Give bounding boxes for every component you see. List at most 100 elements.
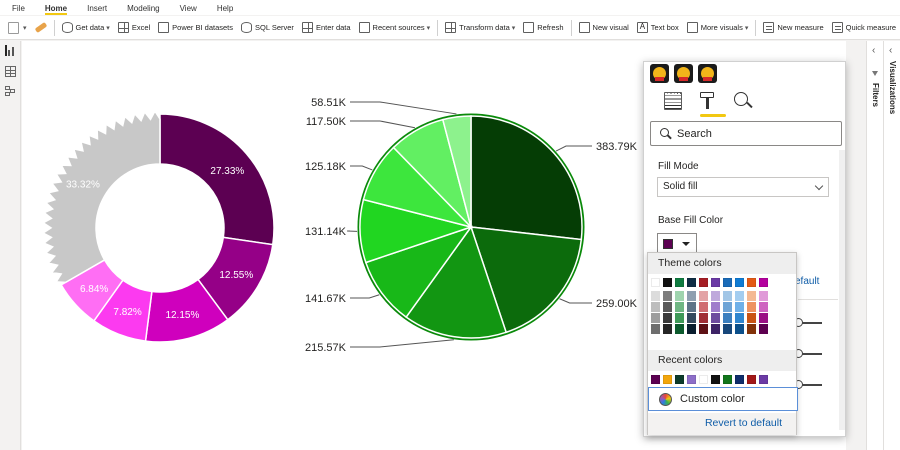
color-swatch[interactable]: [747, 375, 756, 384]
menu-view[interactable]: View: [179, 4, 197, 13]
color-swatch[interactable]: [723, 313, 732, 323]
format-search-input[interactable]: Search: [650, 121, 842, 146]
menu-modeling[interactable]: Modeling: [127, 4, 160, 13]
color-swatch[interactable]: [675, 291, 684, 301]
new-measure-button[interactable]: New measure: [759, 18, 827, 38]
report-view-icon[interactable]: [5, 45, 16, 56]
color-swatch[interactable]: [735, 313, 744, 323]
color-swatch[interactable]: [663, 324, 672, 334]
color-swatch[interactable]: [735, 324, 744, 334]
transform-data-button[interactable]: Transform data ▾: [441, 18, 519, 38]
slider[interactable]: [794, 380, 822, 389]
color-swatch[interactable]: [651, 291, 660, 301]
color-swatch[interactable]: [699, 375, 708, 384]
text-box-button[interactable]: Text box: [633, 18, 683, 38]
color-swatch[interactable]: [663, 375, 672, 384]
menu-file[interactable]: File: [12, 4, 25, 13]
color-swatch[interactable]: [711, 313, 720, 323]
menu-insert[interactable]: Insert: [87, 4, 108, 13]
pie-slice[interactable]: [469, 226, 583, 334]
fill-mode-select[interactable]: Solid fill: [657, 177, 829, 197]
color-swatch[interactable]: [711, 302, 720, 312]
color-swatch[interactable]: [723, 291, 732, 301]
format-paint-roller-icon[interactable]: [697, 90, 719, 112]
color-swatch[interactable]: [723, 375, 732, 384]
color-swatch[interactable]: [747, 313, 756, 323]
color-swatch[interactable]: [759, 302, 768, 312]
color-swatch[interactable]: [759, 324, 768, 334]
slider[interactable]: [794, 349, 822, 358]
excel-button[interactable]: Excel: [114, 18, 154, 38]
base-fill-color-picker[interactable]: [657, 233, 697, 253]
visualizations-pane[interactable]: ‹ Visualizations: [883, 41, 900, 450]
color-swatch[interactable]: [699, 291, 708, 301]
menu-home[interactable]: Home: [44, 4, 68, 15]
sql-server-button[interactable]: SQL Server: [237, 18, 298, 38]
color-swatch[interactable]: [699, 302, 708, 312]
color-swatch[interactable]: [747, 291, 756, 301]
color-swatch[interactable]: [687, 375, 696, 384]
color-swatch[interactable]: [675, 375, 684, 384]
color-swatch[interactable]: [759, 375, 768, 384]
visualizations-label[interactable]: Visualizations: [888, 61, 897, 115]
custom-visual-icon[interactable]: [650, 64, 669, 83]
enter-data-button[interactable]: Enter data: [298, 18, 355, 38]
color-swatch[interactable]: [723, 302, 732, 312]
color-swatch[interactable]: [711, 375, 720, 384]
color-swatch[interactable]: [663, 291, 672, 301]
format-pane-scrollbar[interactable]: [839, 150, 845, 430]
revert-to-default-link[interactable]: efault: [795, 276, 820, 287]
color-swatch[interactable]: [759, 291, 768, 301]
color-swatch[interactable]: [699, 324, 708, 334]
refresh-button[interactable]: Refresh: [519, 18, 567, 38]
custom-color-button[interactable]: Custom color: [648, 387, 798, 411]
color-swatch[interactable]: [651, 324, 660, 334]
format-painter-button[interactable]: [31, 18, 51, 38]
color-swatch[interactable]: [699, 313, 708, 323]
filters-label[interactable]: Filters: [871, 83, 880, 108]
color-swatch[interactable]: [747, 324, 756, 334]
donut-chart[interactable]: 27.33% 12.55% 12.15% 7.82% 6.84% 33.32%: [22, 41, 322, 371]
data-view-icon[interactable]: [5, 66, 16, 77]
color-swatch[interactable]: [735, 291, 744, 301]
color-swatch[interactable]: [687, 324, 696, 334]
custom-visual-icon[interactable]: [674, 64, 693, 83]
color-swatch[interactable]: [711, 324, 720, 334]
recent-sources-button[interactable]: Recent sources ▾: [355, 18, 435, 38]
color-swatch[interactable]: [747, 278, 756, 287]
menu-help[interactable]: Help: [216, 4, 234, 13]
color-swatch[interactable]: [735, 278, 744, 287]
model-view-icon[interactable]: [5, 86, 16, 97]
color-swatch[interactable]: [723, 324, 732, 334]
color-swatch[interactable]: [663, 302, 672, 312]
color-swatch[interactable]: [651, 278, 660, 287]
filters-pane[interactable]: ‹ Filters: [866, 41, 883, 450]
chevron-left-icon[interactable]: ‹: [889, 45, 893, 56]
color-swatch[interactable]: [735, 302, 744, 312]
color-swatch[interactable]: [675, 302, 684, 312]
color-swatch[interactable]: [663, 278, 672, 287]
color-swatch[interactable]: [687, 291, 696, 301]
get-data-button[interactable]: Get data ▾: [58, 18, 114, 38]
donut-slice[interactable]: [159, 113, 275, 246]
color-swatch[interactable]: [675, 313, 684, 323]
color-swatch[interactable]: [687, 302, 696, 312]
pie-chart[interactable]: 383.79K 259.00K 215.57K 141.67K 131.14K 125.1…: [290, 80, 660, 380]
custom-visual-icon[interactable]: [698, 64, 717, 83]
pbi-datasets-button[interactable]: Power BI datasets: [154, 18, 237, 38]
color-swatch[interactable]: [735, 375, 744, 384]
fields-tab-icon[interactable]: [664, 92, 682, 110]
color-swatch[interactable]: [759, 278, 768, 287]
quick-measure-button[interactable]: Quick measure: [828, 18, 900, 38]
color-swatch[interactable]: [687, 313, 696, 323]
color-swatch[interactable]: [711, 291, 720, 301]
color-swatch[interactable]: [651, 313, 660, 323]
color-swatch[interactable]: [675, 278, 684, 287]
color-swatch[interactable]: [687, 278, 696, 287]
pie-slice[interactable]: [405, 225, 508, 339]
color-swatch[interactable]: [723, 278, 732, 287]
color-swatch[interactable]: [675, 324, 684, 334]
paste-button[interactable]: ▾: [0, 18, 31, 38]
analytics-magnifier-icon[interactable]: [732, 90, 754, 112]
chevron-left-icon[interactable]: ‹: [872, 45, 876, 56]
